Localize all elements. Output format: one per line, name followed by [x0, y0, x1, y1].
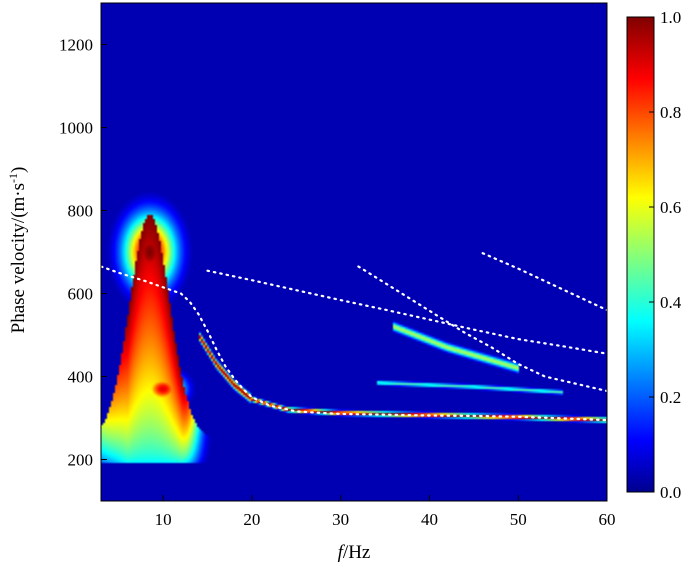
x-tick-label: 50 [510, 510, 527, 529]
y-tick-label: 800 [68, 202, 94, 221]
dispersion-curve-1 [101, 265, 607, 422]
colorbar-tick-label: 0.4 [660, 293, 682, 312]
colorbar-tick-label: 1.0 [660, 8, 681, 27]
colorbar-tick-label: 0.0 [660, 483, 681, 502]
colorbar: 0.0 0.2 0.4 0.6 0.8 1.0 [626, 8, 682, 502]
dispersion-energy-image [101, 3, 607, 501]
y-axis-ticks: 200 400 600 800 1000 1200 [59, 36, 107, 470]
colorbar-tick-label: 0.8 [660, 103, 681, 122]
dispersion-curve-4 [481, 252, 607, 312]
colorbar-ticks: 0.0 0.2 0.4 0.6 0.8 1.0 [649, 8, 682, 502]
y-tick-label: 400 [68, 368, 94, 387]
dispersion-curve-3 [357, 265, 607, 393]
heatmap-image [101, 3, 607, 501]
plot-frame [100, 2, 608, 502]
x-tick-label: 60 [599, 510, 616, 529]
x-tick-label: 20 [243, 510, 260, 529]
y-axis-title: Phase velocity/(m·s-1) [6, 167, 29, 334]
y-tick-label: 200 [68, 451, 94, 470]
colorbar-gradient [626, 16, 655, 493]
colorbar-tick-label: 0.2 [660, 388, 681, 407]
x-axis-ticks: 10 20 30 40 50 60 [155, 495, 616, 529]
x-axis-title: f/Hz [338, 542, 371, 563]
y-tick-label: 1000 [59, 119, 93, 138]
colorbar-tick-label: 0.6 [660, 198, 681, 217]
x-tick-label: 10 [155, 510, 172, 529]
x-tick-label: 40 [421, 510, 438, 529]
y-tick-label: 600 [68, 285, 94, 304]
y-tick-label: 1200 [59, 36, 93, 55]
plot-area: 10 20 30 40 50 60 200 400 600 800 1000 1200 [59, 2, 616, 529]
picked-dispersion-curves [101, 252, 607, 422]
x-tick-label: 30 [332, 510, 349, 529]
